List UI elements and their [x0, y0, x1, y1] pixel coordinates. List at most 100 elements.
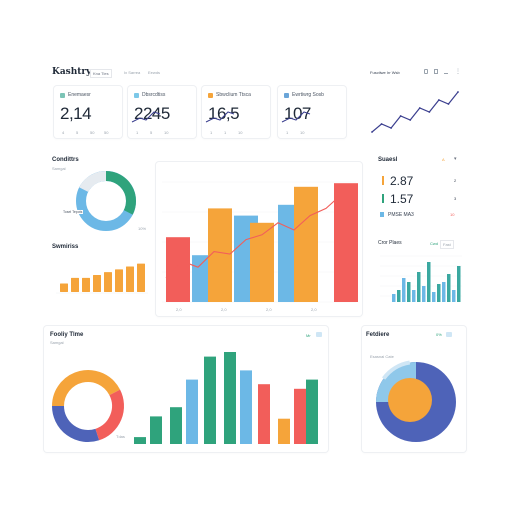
small-bar — [126, 266, 134, 292]
kpi-sparkline — [131, 111, 161, 123]
tab-eewds[interactable]: Eewds — [148, 70, 161, 75]
bottom-left-panel: Fooliy Tlme Samgal Mr Tdas — [44, 326, 328, 452]
bottom-left-dropdown[interactable] — [316, 332, 322, 337]
right-bar — [397, 290, 401, 302]
kpi-color-square — [208, 93, 213, 98]
bottom-right-panel: Fetdiere 0% Esasnai Cate — [362, 326, 466, 452]
right-bar — [447, 274, 451, 302]
more-icon[interactable]: ⋮ — [455, 69, 461, 75]
sparkline-path — [205, 111, 235, 123]
kpi-axis-tick: 50 — [104, 130, 109, 135]
kpi-axis-tick: 5 — [76, 130, 79, 135]
kpi-axis-tick: 1 — [210, 130, 213, 135]
kpi-card[interactable]: Sbwclium Ttsca 16,5 1 1 10 — [202, 86, 270, 138]
donut-subtitle: Samgal — [52, 166, 66, 171]
main-axis-tick: 2,0 — [221, 307, 227, 312]
donut-segment — [79, 171, 107, 193]
bottom-bar — [306, 379, 318, 444]
trend-point — [409, 119, 412, 121]
kpi-axis-tick: 5 — [150, 130, 153, 135]
bottom-right-legend: Esasnai Cate — [370, 354, 394, 359]
app-header: Kashtry Kna Ties Ix Sarrea Eewds Fusctiw… — [48, 66, 464, 80]
small-bars-panel: Swmiriss — [48, 240, 152, 312]
calendar-icon[interactable] — [434, 69, 438, 74]
donut-chart — [76, 171, 136, 231]
stats-footer-right: 10 — [450, 212, 455, 217]
stats-chip[interactable]: A — [442, 157, 445, 162]
donut-legend: Tosel Tepots — [62, 210, 84, 214]
download-icon[interactable] — [444, 69, 448, 74]
right-bar — [457, 266, 461, 302]
right-bar — [417, 272, 421, 302]
chevron-down-icon[interactable]: ▾ — [454, 156, 457, 162]
filter-icon[interactable] — [424, 69, 428, 74]
donut-panel: Condittrs Samgal Tosel Tepots 10% — [48, 154, 154, 240]
bottom-bar — [150, 416, 162, 444]
chip-cwd[interactable]: Cwd — [430, 241, 439, 246]
small-bar — [115, 269, 123, 292]
stats-row-value: 1.57 — [390, 192, 414, 206]
trend-point — [399, 115, 402, 117]
stats-row-value: 2.87 — [390, 174, 414, 188]
kpi-axis-tick: 10 — [300, 130, 305, 135]
right-bars-panel: Cror Plaes Cwd Fast — [374, 236, 466, 310]
kpi-sparkline — [281, 111, 311, 123]
main-bar — [250, 222, 274, 302]
stats-footer: PMSE MA3 — [388, 212, 414, 218]
kpi-label: Enemaesr — [68, 92, 91, 98]
bottom-donut-segment — [95, 389, 124, 441]
trend-point — [428, 111, 431, 113]
right-bar — [437, 284, 441, 302]
bottom-donut-segment — [52, 405, 100, 442]
small-bar — [82, 277, 90, 292]
main-axis-tick: 2,0 — [266, 307, 272, 312]
trend-point — [390, 127, 393, 129]
main-trend-line — [165, 193, 343, 279]
bottom-left-legend: Tdas — [116, 434, 125, 439]
right-bars-title: Cror Plaes — [378, 240, 402, 246]
right-bar — [422, 286, 426, 302]
bottom-bar — [240, 370, 252, 444]
chip-fast[interactable]: Fast — [440, 240, 454, 249]
right-bar — [427, 262, 431, 302]
trend-point — [418, 107, 421, 109]
main-bar-line-chart: 2,0 2,0 2,0 2,0 — [162, 181, 358, 312]
small-bar — [137, 263, 145, 292]
bottom-right-donut — [376, 360, 456, 442]
stats-panel: Suaesl A ▾ 2.87 2 1.57 3 PMSE MA3 10 — [374, 154, 466, 226]
bottom-bar — [258, 384, 270, 444]
right-bar — [402, 278, 406, 302]
small-bars-title: Swmiriss — [52, 244, 79, 250]
donut-title: Condittrs — [52, 157, 79, 163]
bottom-bar — [186, 379, 198, 444]
main-bar — [208, 208, 232, 302]
main-bar — [166, 237, 190, 302]
main-bar — [294, 186, 318, 302]
small-bar — [71, 277, 79, 292]
kpi-axis-tick: 50 — [90, 130, 95, 135]
bottom-donut-chart — [52, 352, 318, 444]
kpi-color-square — [284, 93, 289, 98]
bottom-right-title: Fetdiere — [366, 332, 390, 338]
main-bar — [334, 183, 358, 302]
kpi-card[interactable]: Enemaesr 2,14 4 5 50 50 — [54, 86, 122, 138]
kpi-card[interactable]: Ewrtiwrg Sosb 107 1 10 — [278, 86, 346, 138]
right-bar — [452, 290, 456, 302]
tab-knaties[interactable]: Kna Ties — [90, 69, 112, 78]
trend-point — [380, 123, 383, 125]
donut-segment — [105, 171, 136, 215]
right-bar — [432, 292, 436, 302]
kpi-value: 2,14 — [60, 104, 92, 123]
tab-ixsarrea[interactable]: Ix Sarrea — [124, 70, 141, 75]
sparkline-path — [131, 111, 161, 123]
trend-point — [371, 131, 373, 133]
kpi-card[interactable]: Dbsrcdtiss 2245 1 5 10 — [128, 86, 196, 138]
bottom-left-chip[interactable]: Mr — [306, 333, 311, 338]
trend-line-chart — [371, 91, 459, 133]
bottom-bar — [170, 407, 182, 444]
bottom-right-dropdown[interactable] — [446, 332, 452, 337]
bottom-right-chip[interactable]: 0% — [436, 332, 442, 337]
bottom-bar — [294, 388, 306, 444]
kpi-label: Ewrtiwrg Sosb — [292, 92, 324, 98]
stats-row-right: 3 — [454, 196, 457, 201]
